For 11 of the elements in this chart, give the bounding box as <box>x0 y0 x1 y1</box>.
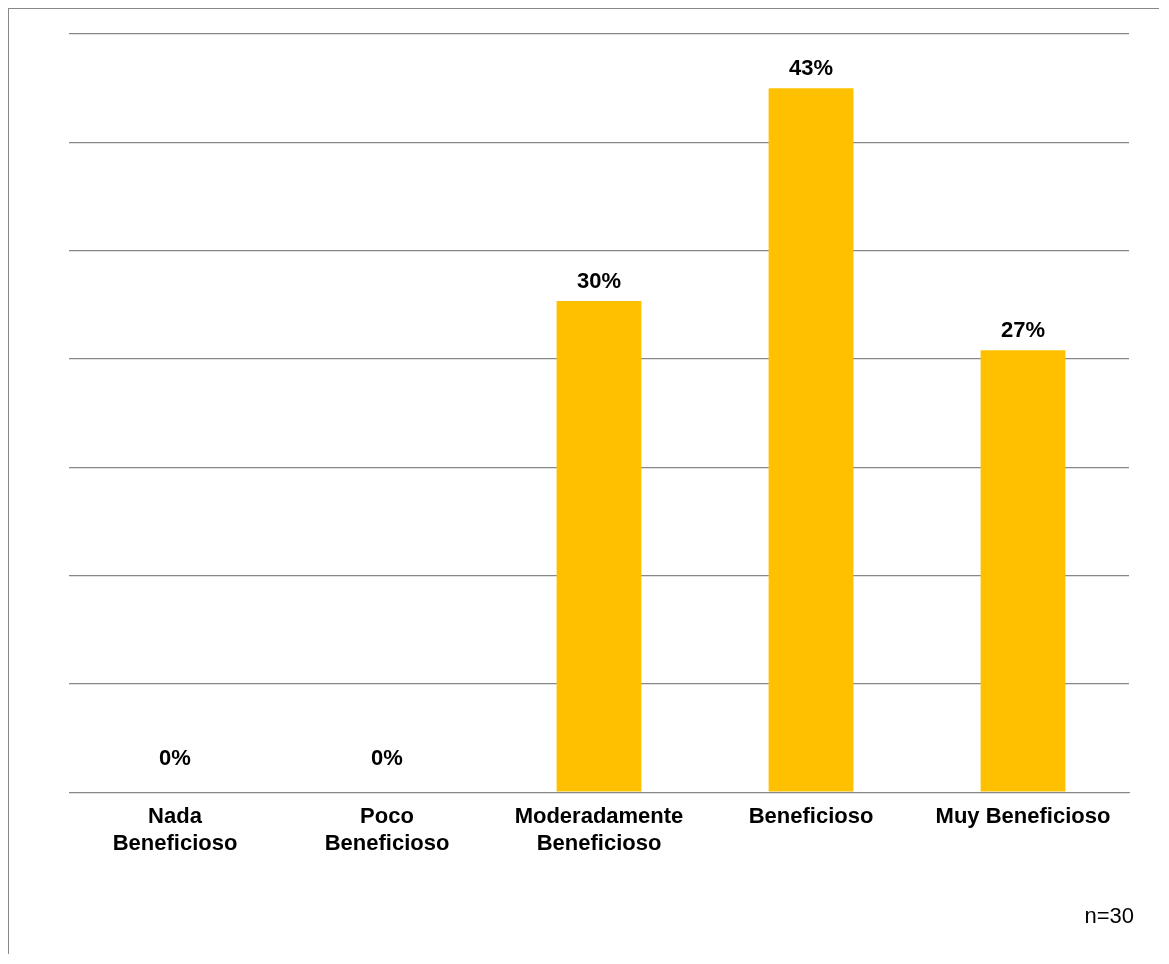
data-label: 27% <box>1000 317 1046 343</box>
x-tick-label: Nada Beneficioso <box>112 803 238 855</box>
x-tick-label: Muy Beneficioso <box>935 803 1111 829</box>
data-label: 30% <box>576 268 622 294</box>
x-tick-label: Moderadamente Beneficioso <box>514 803 684 855</box>
x-tick-label: Beneficioso <box>748 803 874 829</box>
data-label: 0% <box>159 745 191 771</box>
x-tick-label: Poco Beneficioso <box>324 803 450 855</box>
data-label: 43% <box>788 55 834 81</box>
data-label: 0% <box>371 745 403 771</box>
text: n=30 <box>1084 903 1134 929</box>
